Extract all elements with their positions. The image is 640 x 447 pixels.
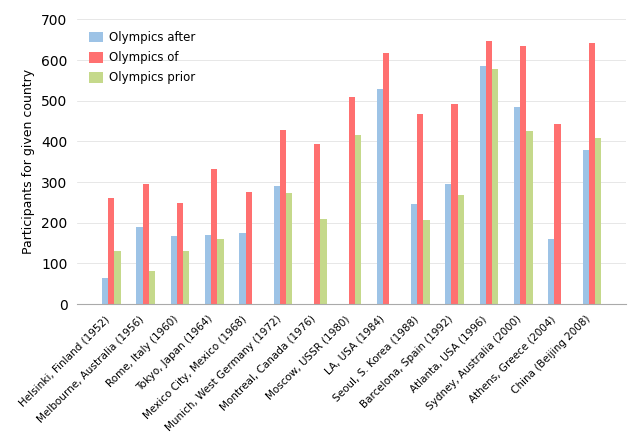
Bar <box>548 239 554 304</box>
Bar <box>554 124 561 304</box>
Bar <box>582 150 589 304</box>
Bar <box>492 69 498 304</box>
Bar <box>423 220 429 304</box>
Bar <box>520 46 526 304</box>
Bar <box>136 227 143 304</box>
Bar <box>115 251 120 304</box>
Bar <box>417 114 423 304</box>
Bar <box>314 144 321 304</box>
Bar <box>451 104 458 304</box>
Bar <box>246 192 252 304</box>
Bar <box>143 184 148 304</box>
Bar <box>479 66 486 304</box>
Bar <box>355 135 361 304</box>
Bar <box>349 97 355 304</box>
Bar <box>445 184 451 304</box>
Bar <box>171 236 177 304</box>
Bar <box>274 186 280 304</box>
Bar <box>321 219 326 304</box>
Bar <box>183 251 189 304</box>
Bar <box>205 235 211 304</box>
Bar <box>102 278 108 304</box>
Bar <box>514 107 520 304</box>
Legend: Olympics after, Olympics of, Olympics prior: Olympics after, Olympics of, Olympics pr… <box>83 25 201 90</box>
Y-axis label: Participants for given country: Participants for given country <box>22 69 35 254</box>
Bar <box>411 204 417 304</box>
Bar <box>526 131 532 304</box>
Bar <box>148 271 155 304</box>
Bar <box>486 41 492 304</box>
Bar <box>211 169 218 304</box>
Bar <box>218 239 223 304</box>
Bar <box>589 42 595 304</box>
Bar <box>108 198 115 304</box>
Bar <box>383 53 389 304</box>
Bar <box>177 203 183 304</box>
Bar <box>280 130 286 304</box>
Bar <box>286 193 292 304</box>
Bar <box>595 138 601 304</box>
Bar <box>458 195 464 304</box>
Bar <box>239 233 246 304</box>
Bar <box>377 89 383 304</box>
